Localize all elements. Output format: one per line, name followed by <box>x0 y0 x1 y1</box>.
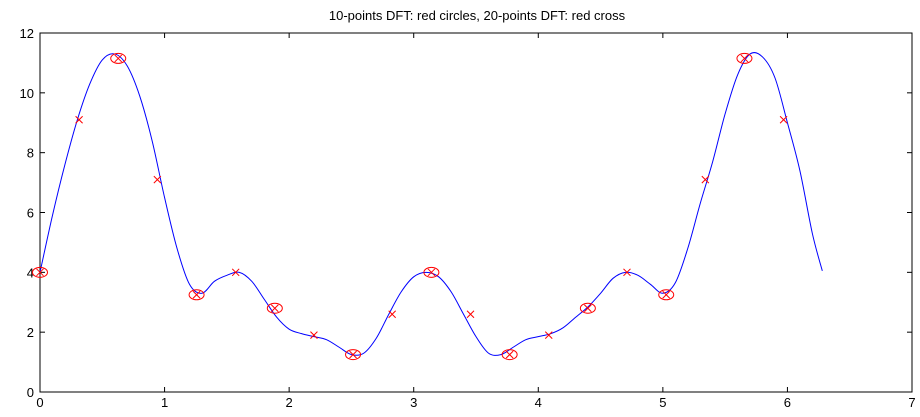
dft20-cross-marker <box>388 310 397 319</box>
dft20-cross-marker <box>623 268 631 277</box>
dft10-circle-marker <box>110 52 127 64</box>
dft20-cross-marker <box>75 115 83 124</box>
x-tick-label: 7 <box>908 395 915 410</box>
dft20-cross-marker <box>231 268 240 277</box>
dft10-circle-marker <box>188 289 205 301</box>
x-tick-label: 0 <box>36 395 43 410</box>
dft20-cross-marker <box>349 350 357 359</box>
dft10-circle-marker <box>501 349 518 361</box>
chart-title: 10-points DFT: red circles, 20-points DF… <box>329 8 626 23</box>
dft20-cross-marker <box>153 175 162 184</box>
dft20-cross-marker <box>192 290 201 299</box>
y-tick-label: 4 <box>27 265 34 280</box>
dft20-cross-marker <box>740 54 749 63</box>
dft10-circle-marker <box>579 302 596 314</box>
x-tick-label: 4 <box>535 395 542 410</box>
x-tick-label: 3 <box>410 395 417 410</box>
x-tick-label: 2 <box>286 395 293 410</box>
y-tick-label: 8 <box>27 146 34 161</box>
dft20-cross-marker <box>270 304 279 313</box>
dft20-cross-marker <box>584 304 592 313</box>
y-tick-label: 6 <box>27 206 34 221</box>
dft20-cross-marker <box>701 175 710 184</box>
y-tick-label: 12 <box>20 26 34 41</box>
plot-area-frame <box>39 32 913 393</box>
y-tick-label: 10 <box>20 86 34 101</box>
dft20-cross-marker <box>427 268 436 277</box>
x-tick-label: 6 <box>784 395 791 410</box>
x-tick-label: 1 <box>161 395 168 410</box>
dft20-cross-marker <box>310 331 318 340</box>
y-tick-label: 0 <box>27 385 34 400</box>
y-tick-label: 2 <box>27 325 34 340</box>
dft10-circle-marker <box>423 266 440 278</box>
dft20-cross-marker <box>36 268 44 277</box>
dft10-circle-marker <box>266 302 283 314</box>
dft20-cross-marker <box>505 350 514 359</box>
dft20-cross-marker <box>662 290 671 299</box>
dft20-cross-marker <box>114 54 123 63</box>
dft20-cross-marker <box>466 310 475 319</box>
data-series <box>32 52 823 361</box>
dft10-circle-marker <box>32 266 48 278</box>
interpolated-spectrum-line <box>39 52 823 356</box>
x-tick-label: 5 <box>659 395 666 410</box>
dft20-cross-marker <box>779 115 788 124</box>
dft10-circle-marker <box>658 289 675 301</box>
dft10-circle-marker <box>736 52 753 64</box>
dft10-circle-marker <box>345 349 362 361</box>
dft20-cross-marker <box>544 331 553 340</box>
